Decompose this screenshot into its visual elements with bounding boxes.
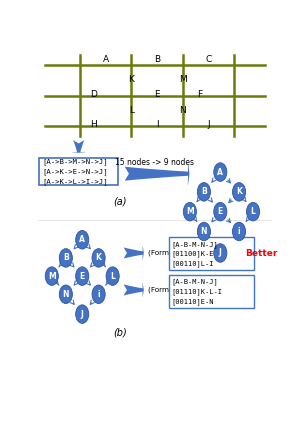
Text: L: L — [110, 272, 115, 281]
Circle shape — [59, 285, 72, 304]
Text: (Form b): (Form b) — [148, 287, 179, 293]
Text: N: N — [201, 227, 207, 236]
Text: A: A — [217, 168, 223, 177]
Circle shape — [183, 202, 196, 221]
Text: N: N — [63, 290, 69, 299]
Circle shape — [76, 267, 89, 285]
Text: D: D — [91, 90, 97, 99]
FancyBboxPatch shape — [39, 158, 118, 185]
Circle shape — [76, 230, 89, 249]
Text: E: E — [154, 90, 160, 99]
Text: K: K — [96, 254, 101, 263]
Text: M: M — [48, 272, 56, 281]
Text: N: N — [179, 106, 186, 115]
Text: L: L — [129, 106, 134, 115]
Circle shape — [214, 244, 227, 262]
Text: B: B — [201, 187, 207, 196]
Circle shape — [106, 267, 119, 285]
Text: A: A — [103, 55, 109, 64]
Text: K: K — [236, 187, 242, 196]
Text: J: J — [81, 310, 84, 319]
Circle shape — [233, 183, 246, 201]
Text: (a): (a) — [113, 197, 127, 207]
FancyBboxPatch shape — [169, 238, 254, 271]
Circle shape — [233, 222, 246, 241]
Text: B: B — [154, 55, 160, 64]
Text: H: H — [91, 120, 97, 129]
Text: K: K — [128, 75, 134, 84]
Text: A: A — [79, 235, 85, 244]
Text: i: i — [97, 290, 100, 299]
Circle shape — [214, 163, 227, 181]
Circle shape — [59, 249, 72, 267]
Text: [A->B->M->N->J]
[A->K->E->N->J]
[A->K->L->I->J]: [A->B->M->N->J] [A->K->E->N->J] [A->K->L… — [42, 159, 108, 185]
Text: F: F — [197, 90, 202, 99]
Text: C: C — [205, 55, 212, 64]
Circle shape — [92, 249, 105, 267]
Circle shape — [198, 183, 210, 201]
FancyBboxPatch shape — [169, 275, 254, 308]
Text: (Form a): (Form a) — [148, 250, 178, 256]
Text: I: I — [156, 120, 159, 129]
Text: E: E — [80, 272, 85, 281]
Text: M: M — [186, 207, 194, 216]
Circle shape — [92, 285, 105, 304]
Circle shape — [198, 222, 210, 241]
Text: Better: Better — [245, 250, 278, 258]
Text: L: L — [251, 207, 255, 216]
Text: 15 nodes -> 9 nodes: 15 nodes -> 9 nodes — [115, 157, 194, 166]
Text: M: M — [179, 75, 187, 84]
Text: i: i — [238, 227, 240, 236]
Text: J: J — [219, 248, 222, 257]
Circle shape — [214, 202, 227, 221]
Circle shape — [246, 202, 260, 221]
Text: E: E — [218, 207, 223, 216]
Text: [A-B-M-N-J]
[01110]K-L-I
[00110]E-N: [A-B-M-N-J] [01110]K-L-I [00110]E-N — [172, 278, 223, 305]
Text: B: B — [63, 254, 69, 263]
Circle shape — [45, 267, 58, 285]
Text: J: J — [207, 120, 210, 129]
Circle shape — [76, 305, 89, 323]
Text: [A-B-M-N-J]
[01100]K-E
[00110]L-I: [A-B-M-N-J] [01100]K-E [00110]L-I — [172, 241, 219, 267]
Text: (b): (b) — [113, 328, 127, 338]
